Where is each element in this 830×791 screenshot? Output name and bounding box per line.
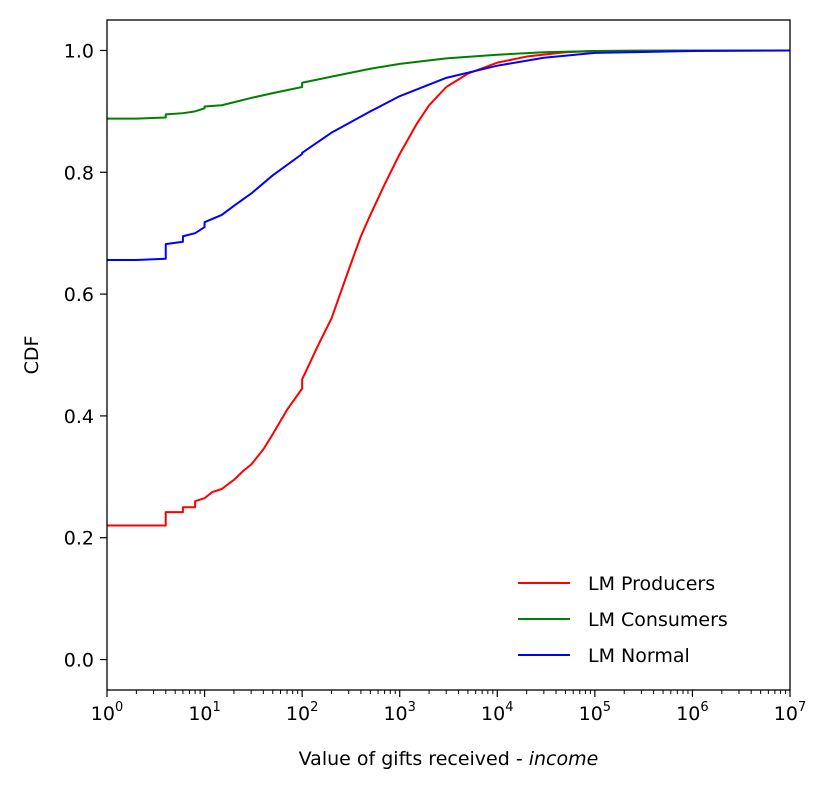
x-tick-exponent: 4	[505, 700, 513, 715]
x-tick-label: 102	[286, 700, 318, 725]
x-tick-exponent: 5	[603, 700, 611, 715]
series-line-lm-normal	[107, 49, 791, 261]
x-tick-base: 10	[579, 703, 603, 725]
legend-label-lm-producers: LM Producers	[588, 573, 715, 595]
x-tick-label: 101	[188, 700, 220, 725]
x-tick-base: 10	[91, 703, 115, 725]
legend-label-lm-consumers: LM Consumers	[588, 609, 728, 631]
y-tick-label: 0.6	[64, 284, 94, 306]
x-axis-label-text: Value of gifts received -	[299, 748, 529, 770]
y-axis-label: CDF	[21, 336, 43, 375]
series-line-lm-consumers	[107, 49, 790, 120]
x-axis-label-italic: income	[529, 748, 599, 770]
y-tick-label: 1.0	[64, 40, 94, 62]
plot-lines	[107, 49, 791, 527]
y-tick-label: 0.2	[64, 528, 94, 550]
x-tick-label: 107	[774, 700, 806, 725]
y-tick-label: 0.0	[64, 650, 94, 672]
x-tick-label: 104	[481, 700, 513, 725]
plot-frame	[106, 19, 791, 691]
x-tick-exponent: 6	[700, 700, 708, 715]
x-tick-base: 10	[188, 703, 212, 725]
x-tick-base: 10	[676, 703, 700, 725]
y-tick-label: 0.4	[64, 406, 94, 428]
x-tick-exponent: 2	[310, 700, 318, 715]
x-tick-base: 10	[774, 703, 798, 725]
x-tick-exponent: 7	[798, 700, 806, 715]
legend-label-lm-normal: LM Normal	[588, 645, 690, 667]
x-tick-label: 106	[676, 700, 708, 725]
x-tick-exponent: 0	[115, 700, 123, 715]
series-line-lm-producers	[107, 49, 790, 527]
x-tick-label: 100	[91, 700, 123, 725]
x-tick-label: 103	[383, 700, 415, 725]
x-tick-base: 10	[383, 703, 407, 725]
legend: LM Producers LM Consumers LM Normal	[518, 573, 728, 667]
x-tick-label: 105	[579, 700, 611, 725]
x-axis-label: Value of gifts received - income	[299, 748, 599, 770]
y-axis: 0.0 0.2 0.4 0.6 0.8 1.0	[64, 40, 107, 672]
x-tick-base: 10	[286, 703, 310, 725]
x-axis: 100 101 102 103 104 105 106 107	[91, 690, 806, 725]
x-tick-base: 10	[481, 703, 505, 725]
x-tick-exponent: 1	[213, 700, 221, 715]
x-tick-exponent: 3	[408, 700, 416, 715]
y-tick-label: 0.8	[64, 162, 94, 184]
